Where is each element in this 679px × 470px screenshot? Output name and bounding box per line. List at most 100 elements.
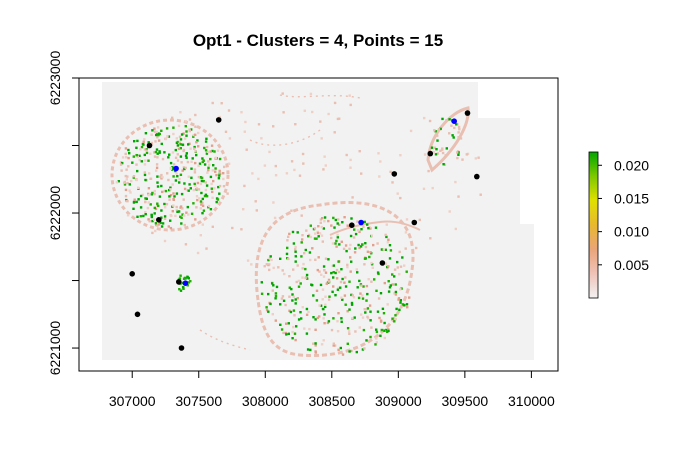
- raster-cell: [344, 303, 347, 306]
- raster-cell: [399, 288, 402, 291]
- raster-cell: [298, 174, 302, 177]
- raster-cell: [322, 168, 325, 171]
- raster-cell: [147, 218, 150, 221]
- raster-cell: [388, 286, 392, 289]
- raster-cell: [171, 166, 174, 169]
- raster-cell: [351, 196, 354, 199]
- raster-cell: [175, 192, 179, 195]
- chart-title: Opt1 - Clusters = 4, Points = 15: [193, 31, 443, 50]
- raster-cell: [305, 229, 308, 232]
- x-tick-label: 307500: [175, 393, 222, 409]
- raster-cell: [331, 290, 334, 293]
- raster-cell: [201, 204, 205, 207]
- raster-cell: [136, 155, 139, 159]
- y-tick-label: 6222000: [47, 186, 63, 241]
- raster-cell: [369, 251, 372, 254]
- raster-cell: [436, 134, 439, 137]
- raster-cell: [272, 284, 275, 287]
- raster-cell: [171, 183, 174, 186]
- raster-cell: [305, 273, 309, 277]
- raster-cell: [260, 137, 263, 140]
- raster-cell: [147, 193, 150, 197]
- raster-cell: [394, 283, 397, 286]
- raster-cell: [176, 144, 180, 147]
- raster-cell: [406, 306, 409, 309]
- raster-cell: [400, 287, 403, 290]
- raster-cell: [306, 348, 310, 351]
- raster-cell: [200, 179, 204, 183]
- raster-cell: [418, 218, 421, 222]
- raster-cell: [316, 231, 320, 235]
- raster-cell: [180, 133, 184, 136]
- raster-cell: [327, 278, 331, 282]
- raster-cell: [288, 286, 291, 289]
- raster-cell: [136, 215, 139, 218]
- raster-cell: [204, 193, 208, 196]
- raster-cell: [168, 188, 171, 192]
- raster-cell: [171, 168, 174, 171]
- raster-cell: [319, 120, 322, 123]
- raster-cell: [144, 211, 147, 214]
- raster-cell: [314, 258, 317, 261]
- raster-cell: [285, 252, 289, 256]
- raster-cell: [181, 286, 185, 289]
- raster-cell: [344, 285, 348, 288]
- raster-cell: [168, 153, 171, 156]
- raster-cell: [282, 331, 285, 335]
- raster-cell: [188, 118, 192, 121]
- raster-cell: [179, 215, 182, 218]
- raster-cell: [396, 266, 399, 269]
- raster-cell: [314, 328, 317, 331]
- raster-cell: [294, 260, 297, 263]
- raster-cell: [408, 296, 411, 299]
- raster-cell: [349, 243, 352, 247]
- raster-cell: [302, 262, 305, 266]
- raster-cell: [332, 285, 335, 288]
- raster-cell: [303, 109, 306, 112]
- raster-cell: [395, 307, 398, 311]
- raster-cell: [346, 310, 349, 313]
- raster-cell: [361, 316, 365, 319]
- raster-cell: [378, 175, 381, 178]
- raster-cell: [398, 273, 401, 276]
- raster-cell: [300, 214, 303, 217]
- raster-cell: [128, 183, 131, 186]
- raster-cell: [294, 123, 297, 126]
- raster-cell: [379, 160, 382, 163]
- raster-cell: [119, 163, 123, 166]
- raster-cell: [140, 145, 144, 149]
- raster-cell: [346, 263, 349, 267]
- raster-cell: [196, 251, 200, 255]
- raster-cell: [320, 225, 323, 229]
- raster-cell: [333, 344, 337, 347]
- raster-cell: [204, 188, 208, 192]
- raster-cell: [181, 169, 184, 172]
- raster-cell: [149, 177, 152, 180]
- raster-cell: [338, 117, 341, 120]
- raster-cell: [388, 257, 392, 260]
- raster-cell: [182, 198, 185, 201]
- raster-cell: [160, 216, 163, 219]
- raster-cell: [151, 231, 154, 235]
- raster-cell: [199, 234, 202, 237]
- raster-cell: [339, 346, 342, 350]
- x-tick-label: 308000: [242, 393, 289, 409]
- raster-cell: [312, 342, 315, 345]
- raster-cell: [260, 281, 263, 284]
- raster-cell: [292, 268, 295, 271]
- raster-cell: [345, 153, 348, 157]
- raster-cell: [168, 195, 171, 198]
- raster-cell: [387, 328, 390, 331]
- raster-cell: [364, 242, 367, 245]
- raster-cell: [194, 133, 197, 136]
- raster-cell: [312, 316, 315, 319]
- raster-cell: [169, 161, 173, 165]
- raster-cell: [156, 133, 159, 136]
- raster-cell: [356, 286, 359, 289]
- raster-cell: [340, 268, 343, 271]
- raster-cell: [179, 138, 183, 141]
- raster-cell: [171, 151, 175, 154]
- raster-cell: [439, 127, 442, 131]
- raster-cell: [188, 128, 191, 131]
- raster-cell: [336, 222, 339, 225]
